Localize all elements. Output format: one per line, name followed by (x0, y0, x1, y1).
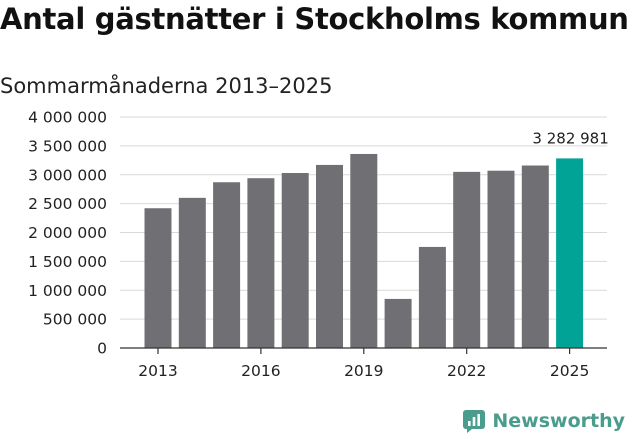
bars (144, 153, 584, 348)
bar (521, 165, 549, 348)
y-tick-label: 2 000 000 (28, 224, 107, 242)
logo-text: Newsworthy (492, 410, 625, 432)
bar (316, 164, 343, 348)
y-tick-label: 1 000 000 (28, 282, 107, 300)
newsworthy-logo[interactable]: Newsworthy (462, 409, 625, 433)
bar (281, 173, 309, 348)
chart-title: Antal gästnätter i Stockholms kommun (0, 2, 629, 36)
bar (144, 208, 172, 348)
y-tick-label: 3 000 000 (28, 166, 107, 184)
y-tick-label: 2 500 000 (28, 195, 107, 213)
bar (418, 246, 446, 348)
x-tick-label: 2019 (344, 362, 383, 380)
x-tick-label: 2016 (241, 362, 280, 380)
x-tick-label: 2025 (550, 362, 589, 380)
bar (213, 182, 241, 348)
y-tick-label: 500 000 (43, 311, 107, 329)
y-tick-label: 3 500 000 (28, 137, 107, 155)
x-tick-label: 2022 (447, 362, 486, 380)
bar (384, 298, 412, 348)
bar (178, 197, 206, 348)
data-labels: 3 282 981 (532, 129, 608, 147)
y-tick-label: 1 500 000 (28, 253, 107, 271)
x-tick-label: 2013 (138, 362, 177, 380)
y-tick-label: 0 (97, 340, 107, 358)
chart-subtitle: Sommarmånaderna 2013–2025 (0, 74, 333, 98)
y-axis: 0 500 000 1 000 000 1 500 000 2 000 000 2 500… (28, 109, 107, 358)
bar (350, 153, 378, 348)
data-label: 3 282 981 (532, 129, 608, 147)
x-axis: 2013 2016 2019 2022 2025 (120, 347, 607, 380)
y-tick-label: 4 000 000 (28, 109, 107, 127)
bar (247, 178, 275, 348)
bar (556, 158, 584, 348)
newsworthy-logo-icon (463, 410, 486, 433)
bar (453, 171, 481, 348)
bar (487, 170, 515, 348)
